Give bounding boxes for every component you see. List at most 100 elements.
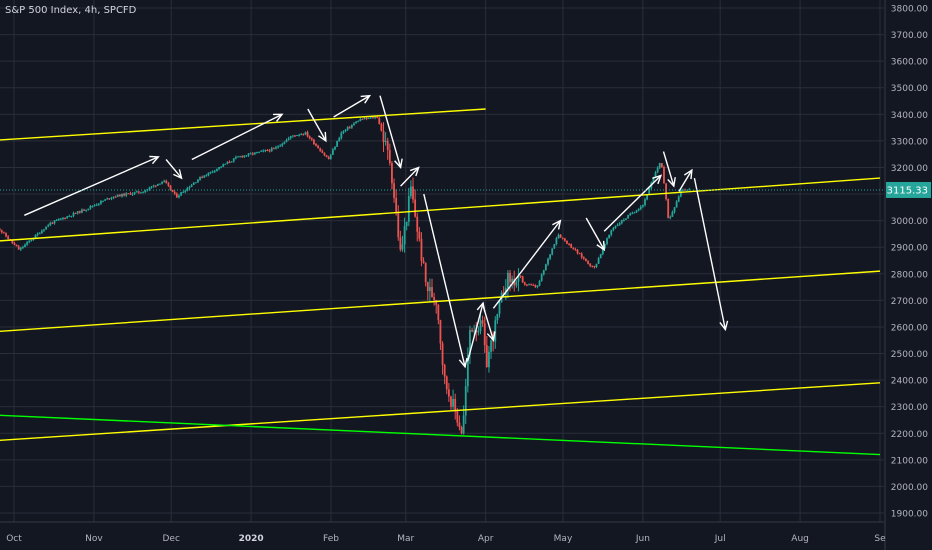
candle-body-177	[365, 117, 368, 119]
candle-body-224	[464, 386, 467, 416]
candle-body-117	[239, 156, 242, 158]
candle-body-71	[142, 192, 145, 194]
price-axis[interactable]: 3800.00 3700.00 3600.00 3500.00 3400.00 3300.…	[884, 0, 932, 550]
time-axis[interactable]: Oct Nov Dec 2020 Feb Mar Apr May Jun Jul Aug Se	[0, 521, 886, 544]
candle-body-53	[104, 199, 107, 201]
candle-body-90	[182, 191, 185, 193]
candle-body-125	[256, 151, 258, 153]
price-axis-tick-19: 1900.00	[891, 510, 928, 520]
candle-body-204	[422, 260, 425, 263]
annotation-arrow-0	[24, 155, 160, 216]
candle-body-139	[285, 139, 288, 143]
trend-line-4	[0, 414, 881, 456]
annotation-arrow-3	[307, 108, 327, 143]
price-axis-tick-4: 3400.00	[891, 111, 928, 121]
annotation-arrows[interactable]	[24, 94, 729, 369]
candle-body-80	[161, 181, 163, 184]
annotation-arrow-shaft-5	[379, 95, 402, 168]
candle-body-238	[494, 320, 497, 342]
candle-body-183	[378, 117, 381, 124]
candle-body-172	[355, 121, 357, 124]
candle-body-36	[68, 215, 71, 217]
candle-body-70	[140, 192, 142, 194]
candle-body-41	[78, 211, 81, 213]
candle-body-166	[342, 131, 345, 133]
candle-body-3	[0, 228, 1, 231]
candle-body-199	[412, 186, 414, 200]
candle-body-273	[568, 243, 570, 245]
candle-body-216	[447, 389, 450, 397]
candle-body-116	[237, 156, 239, 158]
candle-body-5	[3, 232, 5, 234]
trend-line-0	[0, 108, 486, 141]
annotation-arrow-12	[603, 174, 663, 232]
candle-body-63	[125, 193, 128, 196]
candle-body-13	[19, 247, 22, 250]
annotation-arrow-head-2	[273, 113, 284, 122]
candle-body-86	[173, 191, 176, 194]
candle-body-171	[353, 123, 355, 126]
price-axis-tick-6: 3200.00	[891, 164, 928, 174]
annotation-arrow-head-5	[394, 158, 403, 170]
candle-body-31	[57, 219, 60, 221]
candle-body-245	[509, 272, 511, 283]
time-axis-tick-8: Jun	[635, 534, 650, 544]
candle-body-69	[137, 191, 140, 193]
annotation-arrow-11	[585, 217, 606, 252]
annotation-arrow-10	[492, 219, 562, 309]
candle-body-205	[424, 262, 427, 283]
candle-body-310	[646, 194, 648, 200]
candle-body-167	[344, 129, 347, 132]
candle-body-74	[148, 187, 151, 190]
annotation-arrow-shaft-10	[492, 220, 561, 309]
annotation-arrow-shaft-15	[693, 177, 727, 330]
candle-body-9	[11, 240, 14, 244]
annotation-arrow-head-11	[596, 240, 606, 252]
candle-body-208	[431, 287, 433, 298]
candle-body-263	[547, 258, 549, 265]
price-axis-tick-10: 2800.00	[891, 270, 928, 280]
candle-body-305	[635, 210, 638, 213]
last-price-tag-background	[886, 181, 931, 198]
candle-body-98	[199, 176, 201, 180]
time-axis-tick-1: Nov	[85, 534, 103, 544]
candle-body-60	[119, 194, 121, 197]
candle-body-95	[192, 182, 195, 185]
candle-body-175	[361, 119, 364, 121]
candle-body-164	[338, 138, 341, 141]
candle-body-11	[15, 244, 18, 247]
candle-body-75	[150, 186, 153, 188]
candle-body-298	[620, 220, 623, 224]
candle-body-223	[462, 415, 465, 434]
candle-body-222	[460, 427, 463, 434]
candle-body-20	[34, 234, 37, 239]
candle-body-51	[100, 201, 102, 204]
candle-body-304	[633, 212, 636, 214]
candle-body-309	[644, 199, 646, 206]
candle-body-105	[213, 170, 216, 172]
candle-body-174	[359, 119, 362, 122]
candle-body-233	[483, 323, 486, 346]
candle-body-182	[376, 117, 379, 119]
candle-body-262	[544, 264, 547, 271]
candle-body-129	[264, 149, 267, 151]
candle-body-219	[454, 398, 457, 412]
candle-body-148	[304, 132, 307, 135]
candle-body-67	[133, 192, 136, 194]
annotation-arrow-shaft-9	[482, 305, 495, 341]
candle-body-65	[129, 193, 132, 195]
candle-body-140	[287, 138, 290, 140]
price-axis-tick-0: 3800.00	[891, 5, 928, 15]
candle-body-322	[671, 212, 674, 217]
candle-body-17	[28, 240, 31, 243]
trend-lines[interactable]	[0, 108, 881, 456]
time-axis-tick-6: Apr	[478, 534, 494, 544]
candle-body-211	[437, 304, 440, 321]
last-price-label: 3115.33	[887, 185, 928, 196]
candle-body-215	[445, 376, 448, 390]
chart-title: S&P 500 Index, 4h, SPCFD	[5, 5, 137, 16]
candle-body-46	[89, 206, 92, 209]
candle-body-10	[13, 243, 16, 245]
candle-body-184	[380, 123, 383, 131]
